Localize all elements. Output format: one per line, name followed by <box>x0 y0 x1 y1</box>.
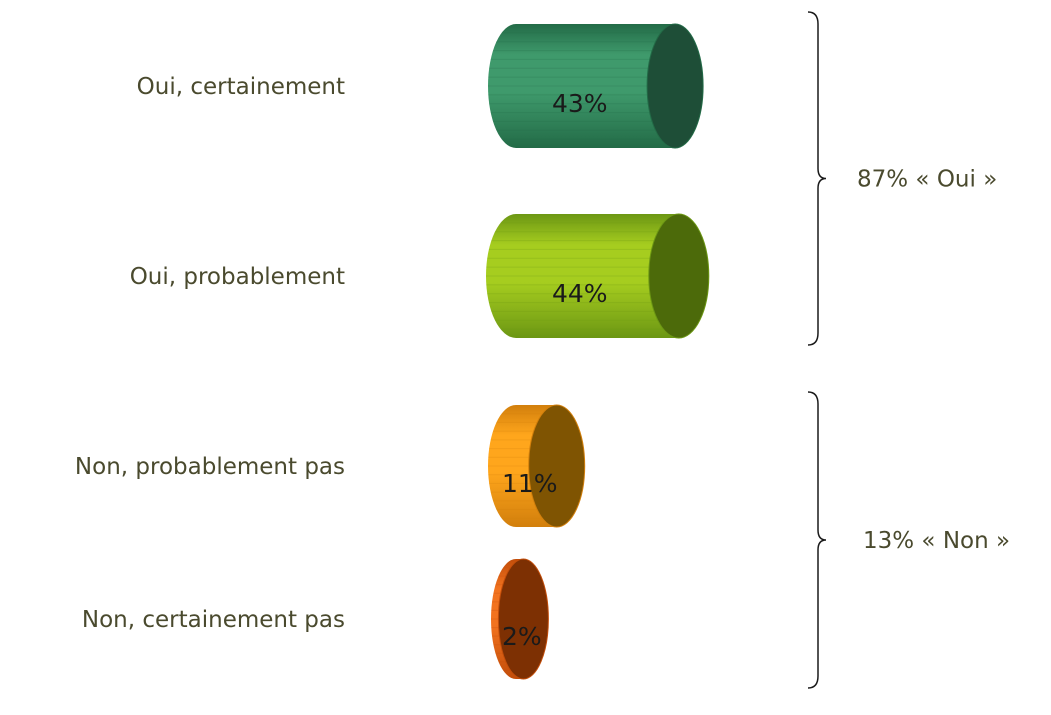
cylinder-bar: 43% <box>488 23 704 149</box>
category-labels: Oui, certainement Oui, probablement Non, p… <box>75 74 345 633</box>
cylinder-cap <box>646 23 704 149</box>
bars: 43% 44% 11% 2% <box>486 23 710 680</box>
curly-brace <box>807 391 827 689</box>
category-label: Non, probablement pas <box>75 454 345 480</box>
cylinder-bar: 2% <box>491 558 549 680</box>
group-label: 87% « Oui » <box>857 167 997 193</box>
cylinder-shading <box>488 32 676 140</box>
category-label: Oui, certainement <box>137 74 345 100</box>
cylinder-body <box>486 214 679 338</box>
category-label: Non, certainement pas <box>82 607 345 633</box>
group-brackets: 87% « Oui » 13% « Non » <box>807 11 1010 689</box>
group-bracket: 13% « Non » <box>807 391 1010 689</box>
cylinder-cap <box>648 213 710 339</box>
cylinder-body <box>488 24 676 148</box>
cylinder-cap <box>528 404 586 528</box>
value-label: 11% <box>502 469 558 498</box>
group-bracket: 87% « Oui » <box>807 11 997 346</box>
value-label: 2% <box>502 622 542 651</box>
cylinder-cap <box>497 558 549 680</box>
category-label: Oui, probablement <box>130 264 345 290</box>
value-label: 44% <box>552 279 608 308</box>
cylinder-bar: 44% <box>486 213 710 339</box>
value-label: 43% <box>552 89 608 118</box>
curly-brace <box>807 11 827 346</box>
group-label: 13% « Non » <box>863 528 1010 554</box>
cylinder-bar: 11% <box>488 404 586 528</box>
cylinder-shading <box>486 222 679 330</box>
